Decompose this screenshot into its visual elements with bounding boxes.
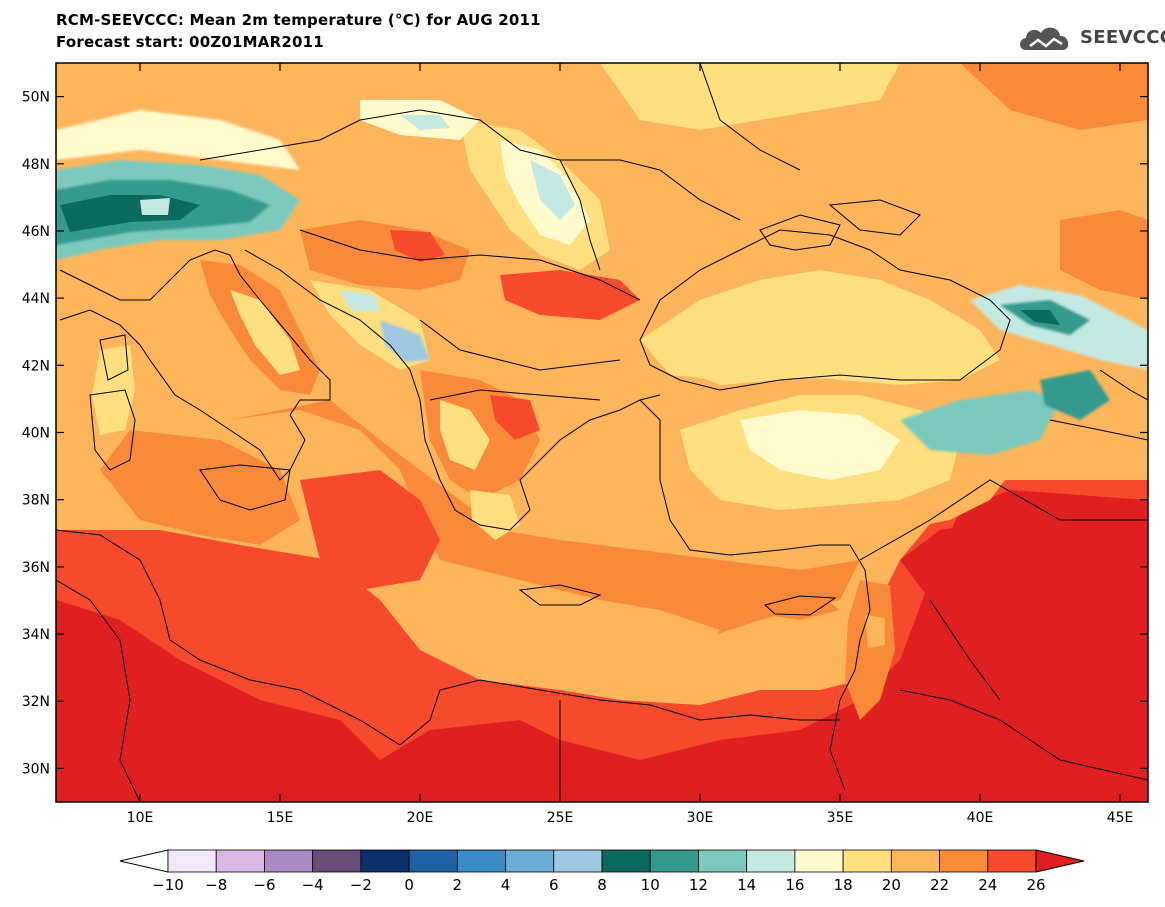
colorbar-swatch — [794, 849, 844, 873]
colorbar-swatch — [312, 849, 362, 873]
y-tick-label: 46N — [22, 224, 50, 240]
colorbar-swatch — [746, 849, 796, 873]
colorbar-level-label: −6 — [253, 876, 275, 894]
colorbar-level-label: 4 — [501, 876, 511, 894]
y-tick-label: 34N — [22, 627, 50, 643]
colorbar-level-label: 20 — [882, 876, 901, 894]
colorbar-level-label: −8 — [205, 876, 227, 894]
colorbar-swatch — [987, 849, 1037, 873]
colorbar-level-label: 6 — [549, 876, 559, 894]
colorbar-level-label: 2 — [453, 876, 463, 894]
y-tick-label: 30N — [22, 761, 50, 777]
y-tick-label: 40N — [22, 426, 50, 442]
colorbar-swatch — [939, 849, 989, 873]
longitude-axis: 10E 15E 20E 25E 30E 35E 40E 45E — [127, 63, 1134, 826]
colorbar-level-label: 12 — [689, 876, 708, 894]
colorbar-swatch — [698, 849, 748, 873]
x-tick-label: 10E — [127, 810, 154, 826]
coastlines — [56, 63, 1148, 802]
cloud-icon — [1020, 27, 1069, 50]
forecast-start-label: Forecast start: 00Z01MAR2011 — [56, 33, 324, 51]
y-tick-label: 44N — [22, 291, 50, 307]
y-tick-label: 48N — [22, 157, 50, 173]
colorbar-level-label: 18 — [834, 876, 853, 894]
x-tick-label: 30E — [687, 810, 714, 826]
colorbar-swatch — [890, 849, 940, 873]
colorbar-level-label: 14 — [737, 876, 756, 894]
y-tick-label: 38N — [22, 493, 50, 509]
colorbar-level-label: −10 — [152, 876, 184, 894]
latitude-axis: 30N 32N 34N 36N 38N 40N 42N 44N 46N 48N 50N — [22, 90, 1148, 777]
temperature-field — [56, 63, 1148, 802]
x-tick-label: 45E — [1107, 810, 1134, 826]
colorbar-level-label: 22 — [930, 876, 949, 894]
colorbar-level-label: −2 — [350, 876, 372, 894]
colorbar-swatch — [553, 849, 603, 873]
colorbar-swatch — [264, 849, 314, 873]
colorbar-swatch — [360, 849, 410, 873]
colorbar-swatch — [167, 849, 217, 873]
x-tick-label: 15E — [267, 810, 294, 826]
x-tick-label: 35E — [827, 810, 854, 826]
colorbar-level-label: 0 — [404, 876, 414, 894]
y-tick-label: 32N — [22, 694, 50, 710]
colorbar-level-label: 10 — [641, 876, 660, 894]
y-tick-label: 50N — [22, 90, 50, 106]
colorbar-level-label: 16 — [785, 876, 804, 894]
colorbar-level-label: 8 — [597, 876, 607, 894]
logo-text: SEEVCCC — [1080, 27, 1165, 48]
colorbar-swatch — [601, 849, 651, 873]
map-title: RCM-SEEVCCC: Mean 2m temperature (°C) fo… — [56, 11, 541, 29]
colorbar-swatch — [505, 849, 555, 873]
colorbar-over-arrow — [1035, 849, 1085, 873]
colorbar-under-arrow — [119, 849, 169, 873]
colorbar-swatch — [456, 849, 506, 873]
seevccc-logo: SEEVCCC — [1016, 20, 1165, 60]
x-tick-label: 40E — [967, 810, 994, 826]
colorbar-level-label: −4 — [302, 876, 324, 894]
x-tick-label: 20E — [407, 810, 434, 826]
colorbar-swatch — [408, 849, 458, 873]
colorbar-level-label: 24 — [978, 876, 997, 894]
colorbar-level-label: 26 — [1026, 876, 1045, 894]
x-tick-label: 25E — [547, 810, 574, 826]
y-tick-label: 36N — [22, 560, 50, 576]
colorbar-swatch — [842, 849, 892, 873]
y-tick-label: 42N — [22, 358, 50, 374]
colorbar-swatch — [215, 849, 265, 873]
colorbar: −10 −8 −6 −4 −2 0 2 4 6 8 10 12 14 16 18 20 22 24 26 — [119, 849, 1085, 894]
colorbar-swatch — [649, 849, 699, 873]
